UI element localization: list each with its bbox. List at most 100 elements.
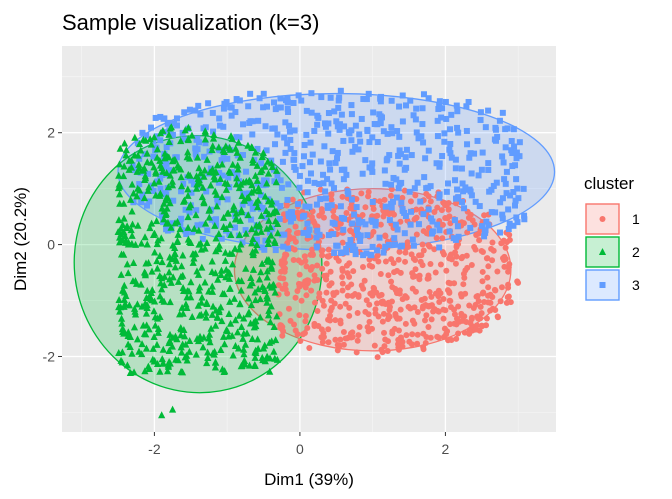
cluster-1-point bbox=[361, 277, 368, 284]
cluster-1-point bbox=[285, 305, 292, 312]
cluster-2-point bbox=[198, 293, 206, 301]
cluster-3-point bbox=[499, 109, 506, 116]
cluster-2-point bbox=[226, 145, 234, 153]
cluster-3-point bbox=[396, 133, 403, 140]
cluster-2-point bbox=[144, 362, 152, 370]
cluster-1-point bbox=[403, 332, 410, 339]
cluster-1-point bbox=[438, 207, 445, 214]
cluster-3-point bbox=[396, 160, 403, 167]
cluster-1-point bbox=[303, 292, 310, 299]
cluster-3-point bbox=[357, 237, 364, 244]
cluster-2-point bbox=[262, 206, 270, 214]
cluster-2-point bbox=[158, 285, 166, 293]
cluster-2-point bbox=[222, 185, 230, 193]
cluster-3-point bbox=[494, 133, 501, 140]
cluster-2-point bbox=[140, 194, 149, 202]
cluster-3-point bbox=[380, 249, 387, 256]
cluster-2-point bbox=[258, 283, 267, 291]
cluster-3-point bbox=[218, 157, 225, 164]
cluster-1-point bbox=[309, 246, 316, 253]
cluster-1-point bbox=[491, 286, 498, 293]
cluster-2-point bbox=[192, 184, 201, 192]
cluster-3-point bbox=[369, 168, 376, 175]
cluster-2-point bbox=[150, 163, 158, 171]
cluster-3-point bbox=[316, 180, 323, 187]
cluster-3-point bbox=[347, 237, 354, 244]
cluster-3-point bbox=[331, 220, 338, 227]
cluster-3-point bbox=[267, 229, 274, 236]
cluster-3-point bbox=[385, 241, 392, 248]
cluster-3-point bbox=[392, 221, 399, 228]
cluster-2-point bbox=[117, 314, 126, 322]
cluster-2-point bbox=[268, 282, 276, 290]
cluster-2-point bbox=[252, 322, 260, 330]
cluster-2-point bbox=[226, 249, 234, 257]
cluster-3-point bbox=[501, 176, 508, 183]
cluster-2-point bbox=[257, 211, 266, 219]
cluster-2-point bbox=[187, 238, 195, 246]
cluster-2-point bbox=[153, 340, 161, 348]
cluster-2-point bbox=[127, 226, 135, 234]
cluster-1-point bbox=[487, 291, 494, 298]
cluster-2-point bbox=[186, 336, 194, 344]
cluster-3-point bbox=[358, 115, 365, 122]
cluster-2-point bbox=[115, 190, 124, 198]
cluster-2-point bbox=[158, 355, 166, 363]
cluster-1-point bbox=[418, 252, 425, 259]
cluster-1-point bbox=[282, 281, 289, 288]
cluster-3-point bbox=[402, 154, 409, 161]
cluster-3-point bbox=[394, 226, 401, 233]
cluster-2-point bbox=[213, 202, 221, 210]
cluster-2-point bbox=[186, 171, 194, 179]
cluster-3-point bbox=[311, 179, 318, 186]
cluster-3-point bbox=[488, 209, 495, 216]
cluster-2-point bbox=[220, 213, 228, 221]
cluster-3-point bbox=[419, 121, 426, 128]
cluster-2-point bbox=[168, 342, 176, 350]
cluster-2-point bbox=[118, 319, 126, 327]
cluster-3-point bbox=[425, 147, 432, 154]
cluster-2-point bbox=[251, 288, 259, 296]
cluster-2-point bbox=[267, 302, 275, 310]
cluster-2-point bbox=[229, 160, 237, 168]
cluster-2-point bbox=[261, 192, 269, 200]
cluster-2-point bbox=[131, 310, 140, 318]
cluster-2-point bbox=[244, 211, 252, 219]
cluster-3-point bbox=[401, 209, 408, 216]
cluster-1-point bbox=[354, 337, 361, 344]
cluster-3-point bbox=[273, 200, 280, 207]
cluster-3-point bbox=[314, 121, 321, 128]
cluster-2-point bbox=[182, 340, 190, 348]
cluster-1-point bbox=[439, 235, 446, 242]
cluster-2-point bbox=[252, 246, 260, 254]
cluster-3-point bbox=[493, 179, 500, 186]
cluster-3-point bbox=[247, 118, 254, 125]
cluster-2-point bbox=[195, 179, 204, 187]
cluster-2-point bbox=[119, 220, 127, 228]
cluster-3-point bbox=[454, 124, 461, 131]
cluster-2-point bbox=[237, 322, 246, 330]
cluster-2-point bbox=[168, 181, 177, 189]
cluster-2-point bbox=[122, 223, 130, 231]
cluster-1-point bbox=[501, 253, 508, 260]
legend-label: 2 bbox=[632, 244, 640, 260]
cluster-1-point bbox=[302, 284, 309, 291]
cluster-1-point bbox=[343, 210, 350, 217]
cluster-3-point bbox=[396, 103, 403, 110]
cluster-3-point bbox=[306, 226, 313, 233]
cluster-2-point bbox=[133, 300, 142, 308]
cluster-1-point bbox=[395, 336, 402, 343]
cluster-2-point bbox=[211, 358, 220, 366]
cluster-1-point bbox=[319, 265, 326, 272]
cluster-2-point bbox=[215, 143, 223, 151]
cluster-1-point bbox=[443, 267, 450, 274]
cluster-1-point bbox=[455, 303, 462, 310]
cluster-3-point bbox=[225, 174, 232, 181]
cluster-1-point bbox=[424, 303, 431, 310]
cluster-3-point bbox=[210, 128, 217, 135]
cluster-1-point bbox=[388, 278, 395, 285]
cluster-1-point bbox=[388, 256, 395, 263]
cluster-2-point bbox=[150, 307, 158, 315]
cluster-3-point bbox=[492, 209, 499, 216]
